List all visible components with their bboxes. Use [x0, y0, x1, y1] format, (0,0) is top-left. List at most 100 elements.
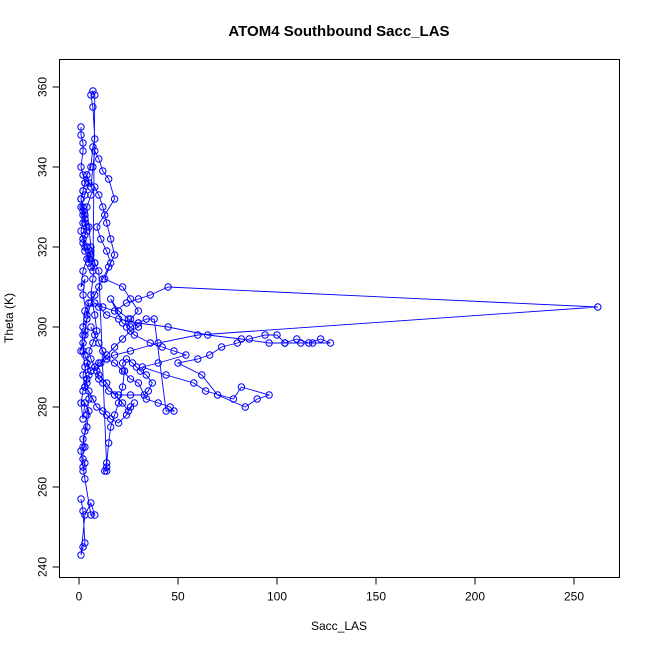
data-point [79, 435, 87, 443]
data-point [87, 299, 95, 307]
data-point [132, 363, 141, 371]
data-point [81, 443, 89, 451]
y-tick-label: 240 [36, 557, 50, 577]
x-axis: 0 50 100 150 200 250 [76, 577, 584, 604]
series-layer [77, 87, 602, 559]
data-point [85, 387, 93, 395]
data-point [77, 551, 85, 559]
data-point [87, 263, 95, 271]
data-point [79, 467, 87, 475]
data-point [95, 339, 103, 347]
data-point [126, 391, 135, 399]
data-point [83, 203, 91, 211]
data-point [79, 443, 87, 451]
data-point [89, 87, 97, 95]
data-point [162, 407, 170, 415]
data-point [124, 407, 133, 415]
data-point [103, 247, 111, 255]
data-point [81, 231, 89, 239]
data-point [110, 195, 119, 203]
data-point [77, 163, 85, 171]
data-point [79, 267, 87, 275]
data-point [118, 399, 127, 407]
chart-title: ATOM4 Southbound Sacc_LAS [228, 23, 449, 40]
data-point [101, 467, 109, 475]
data-point [118, 359, 127, 367]
data-point [110, 251, 119, 259]
data-point [118, 383, 127, 391]
data-point [79, 415, 87, 423]
data-point [110, 359, 119, 367]
data-point [99, 379, 107, 387]
data-point [79, 171, 87, 179]
y-tick-label: 300 [36, 317, 50, 337]
data-point [83, 359, 91, 367]
data-point [134, 379, 143, 387]
data-point [79, 147, 87, 155]
data-point [81, 475, 89, 483]
data-point [107, 295, 115, 303]
data-point [114, 419, 123, 427]
data-point [91, 291, 99, 299]
x-axis-label: Sacc_LAS [311, 619, 367, 633]
x-tick-label: 200 [465, 590, 485, 604]
data-point [118, 283, 127, 291]
data-point [81, 383, 89, 391]
y-tick-label: 320 [36, 237, 50, 257]
data-point [122, 411, 131, 419]
data-point [89, 275, 97, 283]
data-point [122, 355, 131, 363]
data-point [166, 403, 174, 411]
data-point [89, 339, 97, 347]
data-point [105, 175, 113, 183]
data-point [154, 399, 162, 407]
data-point [105, 387, 113, 395]
data-point [126, 347, 135, 355]
data-point [124, 315, 133, 323]
x-tick-label: 50 [171, 590, 185, 604]
data-point [83, 223, 91, 231]
data-point [79, 203, 87, 211]
x-tick-label: 0 [76, 590, 83, 604]
data-point [79, 139, 87, 147]
data-point [103, 459, 111, 467]
data-point [107, 423, 115, 431]
data-point [91, 259, 99, 267]
data-point [91, 299, 99, 307]
data-point [83, 315, 91, 323]
data-point [85, 179, 93, 187]
data-point [150, 315, 158, 323]
data-point [154, 359, 162, 367]
data-point [87, 367, 95, 375]
data-point [126, 403, 135, 411]
data-point [79, 331, 87, 339]
data-point [81, 331, 89, 339]
data-point [194, 331, 202, 339]
data-point [134, 307, 143, 315]
data-point [99, 407, 107, 415]
data-point [237, 335, 246, 343]
data-point [120, 367, 129, 375]
data-point [126, 323, 135, 331]
data-point [81, 211, 89, 219]
data-point [89, 103, 97, 111]
data-point [105, 263, 113, 271]
data-point [79, 239, 87, 247]
data-point [83, 311, 91, 319]
data-point [194, 355, 202, 363]
data-point [99, 203, 107, 211]
data-point [101, 211, 109, 219]
data-point [85, 299, 93, 307]
data-point [164, 323, 172, 331]
data-point [144, 387, 153, 395]
data-point [107, 235, 115, 243]
data-point [87, 323, 95, 331]
data-point [99, 275, 107, 283]
data-point [79, 207, 87, 215]
data-point [103, 219, 111, 227]
data-point [103, 311, 111, 319]
data-point [110, 351, 119, 359]
data-point [103, 351, 111, 359]
data-point [99, 167, 107, 175]
